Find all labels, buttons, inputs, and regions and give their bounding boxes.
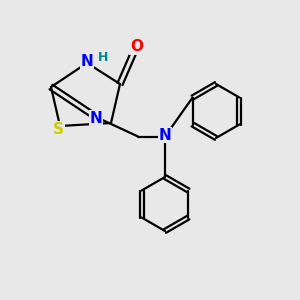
Text: S: S — [53, 122, 64, 136]
Text: O: O — [130, 39, 143, 54]
Text: N: N — [90, 111, 102, 126]
Text: H: H — [98, 51, 108, 64]
Text: N: N — [159, 128, 171, 142]
Text: N: N — [81, 54, 93, 69]
